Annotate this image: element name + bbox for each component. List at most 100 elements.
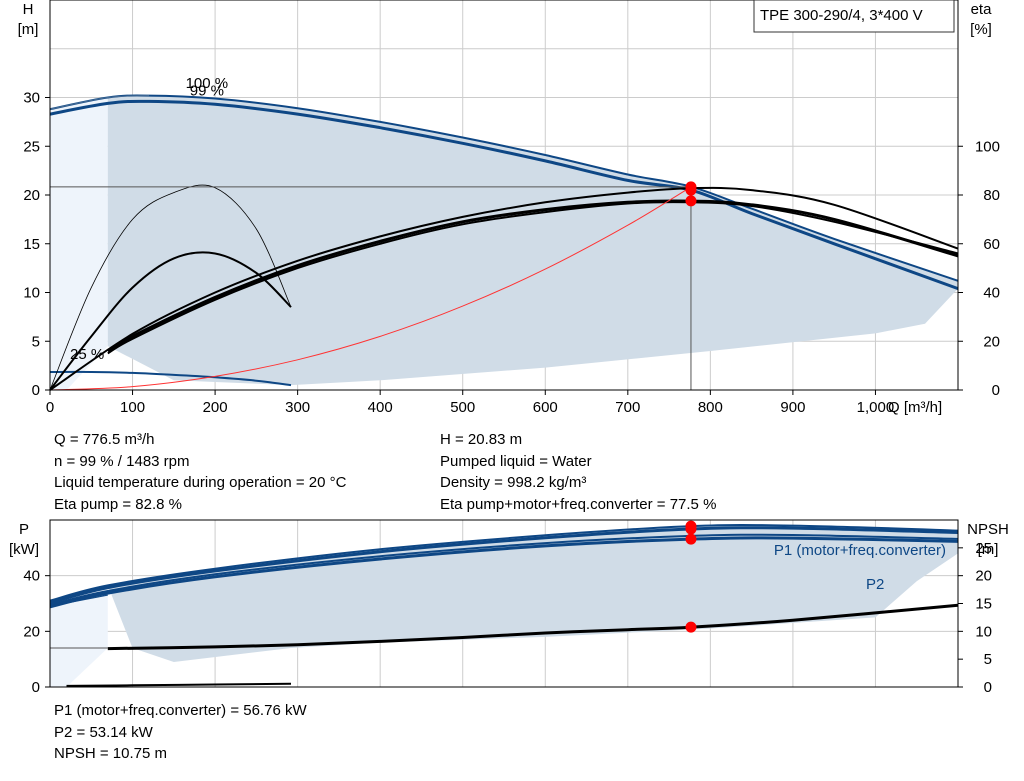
x-tick-label-300: 300 [285, 399, 310, 416]
p2-value: P2 = 53.14 kW [54, 723, 153, 741]
eta-curve-25-total [49, 251, 292, 391]
h-tick-label-5: 5 [32, 333, 40, 350]
p-tick-label-0: 0 [32, 679, 40, 696]
eta-tick-label-80: 80 [983, 187, 1000, 204]
eta-curve-pump [49, 186, 959, 391]
power-curve-p2-99 [49, 536, 959, 609]
power-curve-start-extension [49, 594, 108, 607]
operating-point-right: H = 20.83 m Pumped liquid = Water Densit… [440, 429, 716, 515]
x-tick-label-200: 200 [203, 399, 228, 416]
x-tick-label-400: 400 [368, 399, 393, 416]
power-axis-ticks: 0 20 40 [23, 568, 50, 696]
lower-duty-point-3 [685, 621, 697, 633]
lower-curves [49, 523, 959, 687]
flow-axis-label: Q [m³/h] [888, 399, 942, 416]
speed-annotation-2: 25 % [70, 346, 104, 363]
power-curve-p2-100 [49, 533, 959, 606]
eta-tick-label-0: 0 [992, 382, 1000, 399]
head-curve-99 [49, 99, 959, 291]
series-label-p2: P2 [866, 576, 884, 593]
h-tick-label-15: 15 [23, 236, 40, 253]
npsh-curve [107, 603, 959, 651]
lower-duty-point-1 [685, 523, 697, 535]
power-curve-p1-99 [49, 526, 959, 605]
npsh-tick-label-10: 10 [975, 623, 992, 640]
head-efficiency-plot: 0 100 200 300 400 500 600 700 800 900 1,000 051015… [18, 0, 1000, 416]
eta-axis-label: eta [971, 1, 993, 18]
eta-axis-ticks: 0 20 40 60 80 100 [958, 138, 1000, 399]
lower-low-flow-region [50, 585, 108, 687]
system-curve [49, 186, 692, 391]
power-axis-label: P [19, 521, 29, 538]
npsh-tick-label-15: 15 [975, 596, 992, 613]
npsh-tick-label-5: 5 [984, 651, 992, 668]
pumped-liquid-value: Pumped liquid = Water [440, 452, 592, 470]
speed-annotation-0: 100 % [186, 75, 229, 92]
speed-value: n = 99 % / 1483 rpm [54, 452, 190, 470]
head-value: H = 20.83 m [440, 431, 523, 448]
duty-point-2 [685, 195, 697, 207]
npsh-tick-label-0: 0 [984, 679, 992, 696]
speed-annotations: 100 %99 % 25 % [70, 75, 228, 363]
lower-duty-points [685, 520, 697, 633]
eta-curve-total-b [107, 201, 959, 355]
series-label-p1: P1 (motor+freq.converter) [774, 542, 946, 559]
head-axis-unit: [m] [18, 21, 39, 38]
eta-tick-label-40: 40 [983, 285, 1000, 302]
upper-duty-points [685, 181, 697, 207]
p1-value: P1 (motor+freq.converter) = 56.76 kW [54, 702, 307, 719]
upper-curves [49, 94, 959, 391]
npsh-axis-ticks: 0 5 10 15 20 25 [958, 540, 992, 696]
head-curve-25 [49, 370, 292, 387]
power-results: P1 (motor+freq.converter) = 56.76 kW P2 … [54, 700, 307, 765]
head-axis-label: H [23, 1, 34, 18]
npsh-tick-label-20: 20 [975, 568, 992, 585]
x-tick-label-900: 900 [780, 399, 805, 416]
operating-point-left: Q = 776.5 m³/h n = 99 % / 1483 rpm Liqui… [54, 429, 346, 515]
eta-curve-total-a [107, 199, 959, 353]
h-tick-label-20: 20 [23, 187, 40, 204]
x-tick-label-100: 100 [120, 399, 145, 416]
x-tick-label-500: 500 [450, 399, 475, 416]
h-tick-label-0: 0 [32, 382, 40, 399]
eta-curve-25-pump [49, 184, 292, 391]
speed-annotation-1: 99 % [190, 83, 224, 100]
eta-pump-value: Eta pump = 82.8 % [54, 495, 182, 513]
x-tick-label-0: 0 [46, 399, 54, 416]
head-curve-100 [49, 94, 959, 282]
pump-model-label: TPE 300-290/4, 3*400 V [760, 7, 923, 24]
density-value: Density = 998.2 kg/m³ [440, 474, 587, 491]
npsh-axis-label: NPSH [967, 521, 1009, 538]
npsh-axis-unit: [m] [978, 541, 999, 558]
lower-operating-envelope [107, 525, 959, 662]
p-tick-label-40: 40 [23, 568, 40, 585]
npsh-tick-label-25: 25 [975, 540, 992, 557]
power-npsh-plot: 0 20 40 0 5 10 15 20 25 P [kW] NPSH [m] P1 (mot… [9, 519, 1009, 696]
head-curve-100-start [49, 95, 150, 110]
head-axis-ticks: 0 5 10 15 20 25 30 [23, 90, 50, 399]
x-axis-ticks: 0 100 200 300 400 500 600 700 800 900 1,000 [46, 390, 894, 416]
eta-tick-label-20: 20 [983, 333, 1000, 350]
npsh-value: NPSH = 10.75 m [54, 745, 167, 762]
x-tick-label-600: 600 [533, 399, 558, 416]
lower-duty-point-2 [685, 533, 697, 545]
power-series-labels: P1 (motor+freq.converter) P2 [774, 542, 946, 593]
eta-axis-unit: [%] [970, 21, 992, 38]
duty-point-1 [685, 184, 697, 196]
x-tick-label-800: 800 [698, 399, 723, 416]
low-flow-region [50, 97, 108, 390]
flow-value: Q = 776.5 m³/h [54, 431, 155, 448]
h-tick-label-25: 25 [23, 138, 40, 155]
eta-tick-label-100: 100 [975, 138, 1000, 155]
h-tick-label-10: 10 [23, 285, 40, 302]
upper-envelope [50, 95, 959, 390]
eta-total-value: Eta pump+motor+freq.converter = 77.5 % [440, 495, 717, 513]
power-axis-unit: [kW] [9, 541, 39, 558]
liquid-temperature-value: Liquid temperature during operation = 20… [54, 474, 347, 491]
lower-envelope [50, 525, 959, 687]
x-tick-label-700: 700 [615, 399, 640, 416]
x-tick-label-1000: 1,000 [857, 399, 895, 416]
eta-tick-label-60: 60 [983, 236, 1000, 253]
p-tick-label-20: 20 [23, 623, 40, 640]
